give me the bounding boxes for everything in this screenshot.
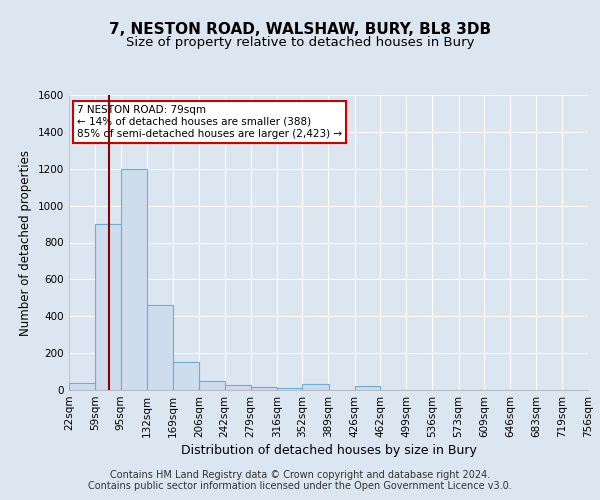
Bar [95,224,121,390]
Text: Contains HM Land Registry data © Crown copyright and database right 2024.: Contains HM Land Registry data © Crown c… [110,470,490,480]
Bar [147,305,173,390]
Bar [355,386,380,390]
Bar [199,381,224,390]
Text: 7, NESTON ROAD, WALSHAW, BURY, BL8 3DB: 7, NESTON ROAD, WALSHAW, BURY, BL8 3DB [109,22,491,38]
Text: Size of property relative to detached houses in Bury: Size of property relative to detached ho… [126,36,474,49]
Text: 7 NESTON ROAD: 79sqm
← 14% of detached houses are smaller (388)
85% of semi-deta: 7 NESTON ROAD: 79sqm ← 14% of detached h… [77,106,342,138]
X-axis label: Distribution of detached houses by size in Bury: Distribution of detached houses by size … [181,444,476,457]
Bar [69,382,95,390]
Bar [251,387,277,390]
Bar [302,384,329,390]
Bar [121,169,147,390]
Bar [173,362,199,390]
Bar [277,388,302,390]
Bar [224,386,251,390]
Y-axis label: Number of detached properties: Number of detached properties [19,150,32,336]
Text: Contains public sector information licensed under the Open Government Licence v3: Contains public sector information licen… [88,481,512,491]
